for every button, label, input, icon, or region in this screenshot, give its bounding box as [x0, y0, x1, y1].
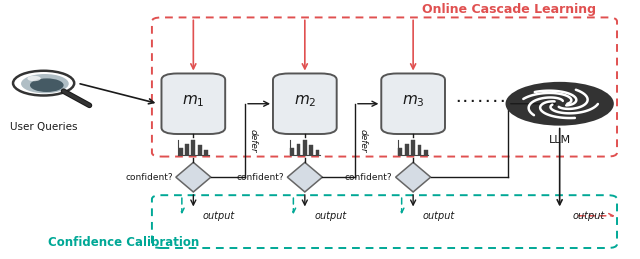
Text: confident?: confident?	[125, 173, 173, 182]
Circle shape	[21, 74, 68, 93]
FancyBboxPatch shape	[273, 74, 337, 134]
Text: User Queries: User Queries	[10, 122, 77, 132]
Circle shape	[30, 78, 63, 92]
Text: .......: .......	[454, 92, 506, 105]
Circle shape	[28, 76, 41, 81]
Text: Online Cascade Learning: Online Cascade Learning	[422, 3, 596, 16]
Bar	[399, 148, 403, 155]
Text: output: output	[314, 211, 347, 221]
Text: defer: defer	[248, 129, 257, 152]
Text: confident?: confident?	[345, 173, 392, 182]
Text: output: output	[572, 211, 605, 221]
Bar	[316, 150, 319, 155]
Bar	[303, 140, 307, 155]
Circle shape	[13, 71, 74, 96]
Text: Confidence Calibration: Confidence Calibration	[48, 236, 199, 249]
Bar	[290, 148, 294, 155]
Bar	[417, 145, 421, 155]
Polygon shape	[396, 162, 431, 192]
Bar	[412, 140, 415, 155]
Bar	[424, 150, 428, 155]
FancyBboxPatch shape	[381, 74, 445, 134]
Text: $m_2$: $m_2$	[294, 93, 316, 109]
Bar	[309, 145, 313, 155]
Circle shape	[506, 82, 614, 126]
Text: LLM: LLM	[548, 135, 571, 145]
Polygon shape	[287, 162, 323, 192]
Bar	[198, 145, 202, 155]
Bar	[179, 148, 182, 155]
Text: $m_3$: $m_3$	[402, 93, 424, 109]
Bar	[204, 150, 208, 155]
Text: output: output	[203, 211, 235, 221]
Bar	[185, 144, 189, 155]
Bar	[191, 140, 195, 155]
Bar	[296, 144, 300, 155]
Text: $m_1$: $m_1$	[182, 93, 205, 109]
Text: confident?: confident?	[237, 173, 284, 182]
FancyBboxPatch shape	[161, 74, 225, 134]
Bar	[405, 144, 409, 155]
Text: output: output	[422, 211, 455, 221]
Polygon shape	[176, 162, 211, 192]
Text: defer: defer	[358, 129, 367, 152]
